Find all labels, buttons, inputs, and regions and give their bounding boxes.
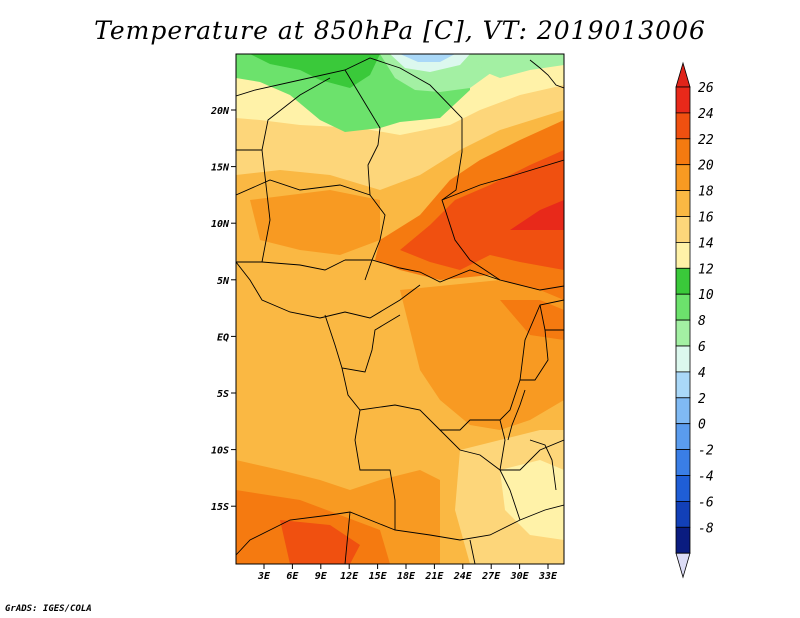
latitude-axis: 20N 15N 10N 5N EQ 5S 10S 15S bbox=[210, 106, 236, 513]
country-borders bbox=[236, 57, 564, 564]
colorbar-bottom-arrow bbox=[675, 552, 691, 579]
colorbar-label: -4 bbox=[698, 470, 714, 485]
colorbar-swatch bbox=[675, 86, 691, 114]
lat-tick-label: 10S bbox=[211, 446, 229, 457]
map-title: Temperature at 850hPa [C], VT: 201901300… bbox=[94, 16, 706, 45]
colorbar-swatch bbox=[675, 319, 691, 347]
colorbar-label: 22 bbox=[698, 133, 714, 148]
colorbar-swatch bbox=[675, 423, 691, 451]
colorbar-top-arrow bbox=[675, 61, 691, 88]
colorbar-swatch bbox=[675, 293, 691, 321]
colorbar-label: -8 bbox=[698, 521, 714, 536]
colorbar-swatch bbox=[675, 526, 691, 554]
temperature-field bbox=[236, 54, 564, 564]
colorbar-swatch bbox=[675, 267, 691, 295]
colorbar-swatch bbox=[675, 475, 691, 502]
lon-tick-label: 6E bbox=[286, 571, 299, 582]
colorbar-swatch bbox=[675, 500, 691, 528]
colorbar-label: 10 bbox=[698, 288, 714, 303]
colorbar-label: 18 bbox=[698, 185, 714, 200]
colorbar-label: 14 bbox=[698, 236, 714, 251]
lon-tick-label: 30E bbox=[510, 571, 530, 582]
colorbar-swatch bbox=[675, 241, 691, 269]
lat-tick-label: EQ bbox=[217, 332, 229, 343]
colorbar-label: 20 bbox=[698, 159, 714, 174]
map-frame bbox=[235, 53, 565, 565]
lon-tick-label: 27E bbox=[481, 571, 501, 582]
colorbar-label: 6 bbox=[698, 340, 706, 355]
colorbar-swatch bbox=[675, 371, 691, 399]
colorbar-label: 24 bbox=[698, 107, 714, 122]
colorbar-label: 8 bbox=[698, 314, 706, 329]
lon-tick-label: 33E bbox=[538, 571, 558, 582]
colorbar-swatch bbox=[675, 138, 691, 166]
colorbar-swatch bbox=[675, 112, 691, 140]
colorbar-label: 0 bbox=[698, 418, 706, 433]
colorbar-label: 12 bbox=[698, 262, 714, 277]
colorbar-label: 4 bbox=[698, 366, 706, 381]
lon-tick-label: 24E bbox=[453, 571, 473, 582]
lat-tick-label: 15N bbox=[211, 163, 230, 174]
lon-tick-label: 9E bbox=[315, 571, 328, 582]
lon-tick-label: 3E bbox=[257, 571, 271, 582]
lon-tick-label: 21E bbox=[424, 571, 444, 582]
colorbar-label: 26 bbox=[698, 81, 714, 96]
lat-tick-label: 10N bbox=[211, 219, 230, 230]
colorbar-label: -6 bbox=[698, 495, 714, 510]
lat-tick-label: 5N bbox=[217, 276, 230, 287]
colorbar-swatch bbox=[675, 216, 691, 243]
lat-tick-label: 5S bbox=[217, 389, 229, 400]
lon-tick-label: 15E bbox=[369, 571, 388, 582]
colorbar-swatch bbox=[675, 190, 691, 217]
lon-tick-label: 12E bbox=[340, 571, 359, 582]
lat-tick-label: 20N bbox=[210, 106, 230, 117]
lat-tick-label: 15S bbox=[211, 502, 229, 513]
colorbar-swatch bbox=[675, 345, 691, 373]
lon-tick-label: 18E bbox=[397, 571, 416, 582]
colorbar-label: -2 bbox=[698, 444, 714, 459]
colorbar-label: 2 bbox=[698, 392, 706, 407]
colorbar-swatch bbox=[675, 397, 691, 425]
colorbar-swatch bbox=[675, 164, 691, 191]
colorbar-label: 16 bbox=[698, 211, 714, 226]
longitude-axis: 3E 6E 9E 12E 15E 18E 21E 24E 27E 30E 33E bbox=[257, 564, 558, 582]
colorbar-swatch bbox=[675, 449, 691, 476]
grads-credit: GrADS: IGES/COLA bbox=[5, 604, 92, 614]
